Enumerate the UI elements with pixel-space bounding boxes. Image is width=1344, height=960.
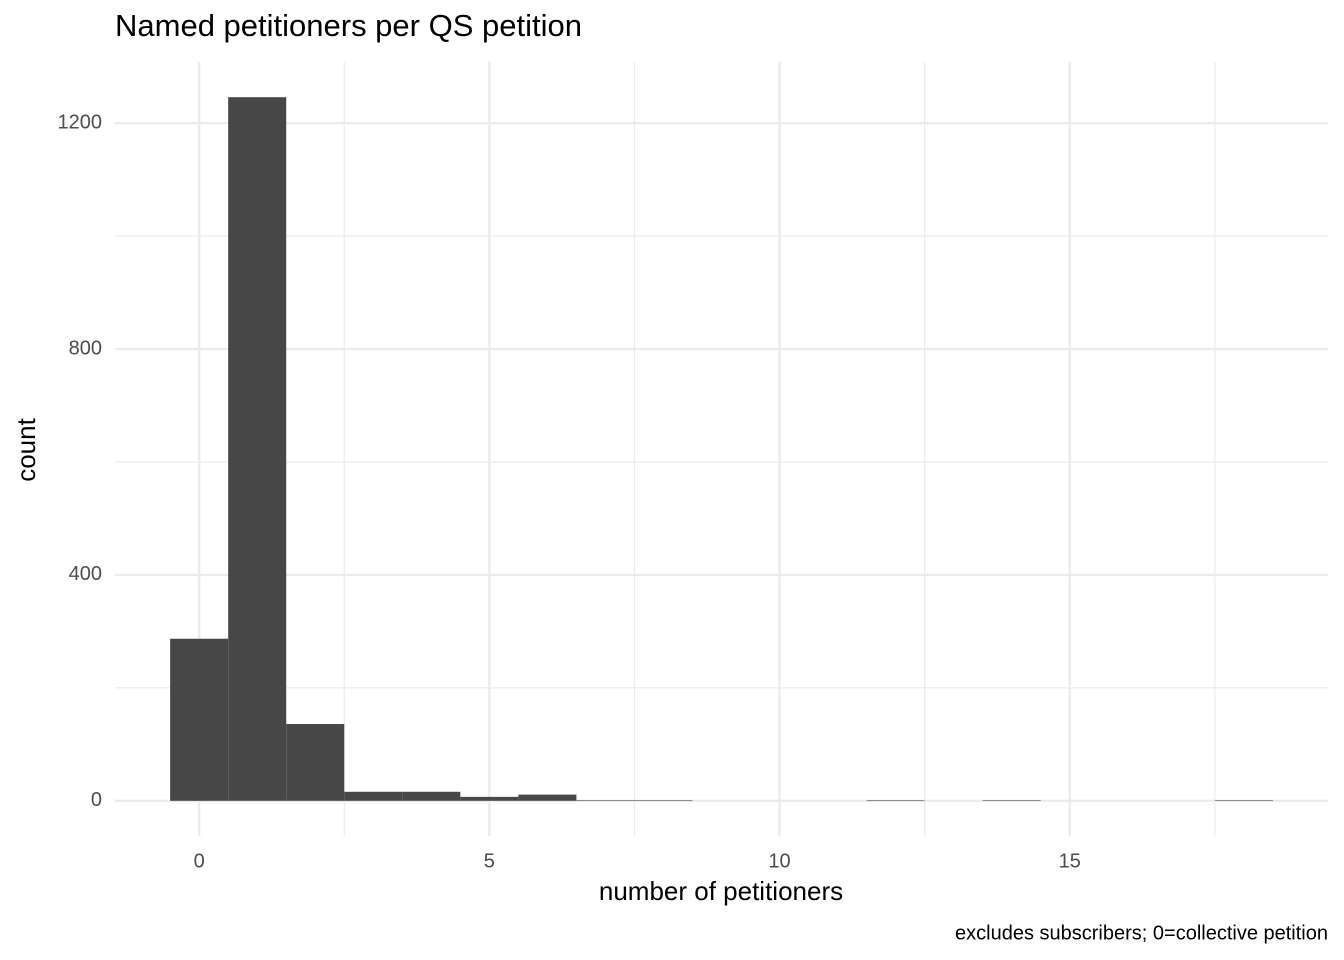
y-axis-label: count <box>11 417 41 481</box>
bar <box>1214 800 1273 801</box>
y-tick-label: 800 <box>69 337 102 359</box>
bar <box>402 791 461 801</box>
bar <box>170 638 229 801</box>
x-tick-label: 15 <box>1059 850 1081 872</box>
y-tick-label: 1200 <box>58 111 103 133</box>
x-tick-label: 10 <box>768 850 790 872</box>
bar <box>634 800 693 801</box>
bar <box>982 800 1041 801</box>
bar <box>286 724 345 801</box>
caption: excludes subscribers; 0=collective petit… <box>955 922 1328 944</box>
bar <box>866 800 925 801</box>
x-axis-label: number of petitioners <box>599 876 843 906</box>
chart-title: Named petitioners per QS petition <box>115 8 582 43</box>
bar <box>518 794 577 801</box>
y-tick-label: 400 <box>69 563 102 585</box>
x-tick-label: 0 <box>194 850 205 872</box>
bar <box>228 97 287 801</box>
bar <box>344 791 403 801</box>
bar <box>460 796 519 801</box>
x-tick-label: 5 <box>484 850 495 872</box>
y-tick-label: 0 <box>91 789 102 811</box>
bar <box>576 800 635 801</box>
